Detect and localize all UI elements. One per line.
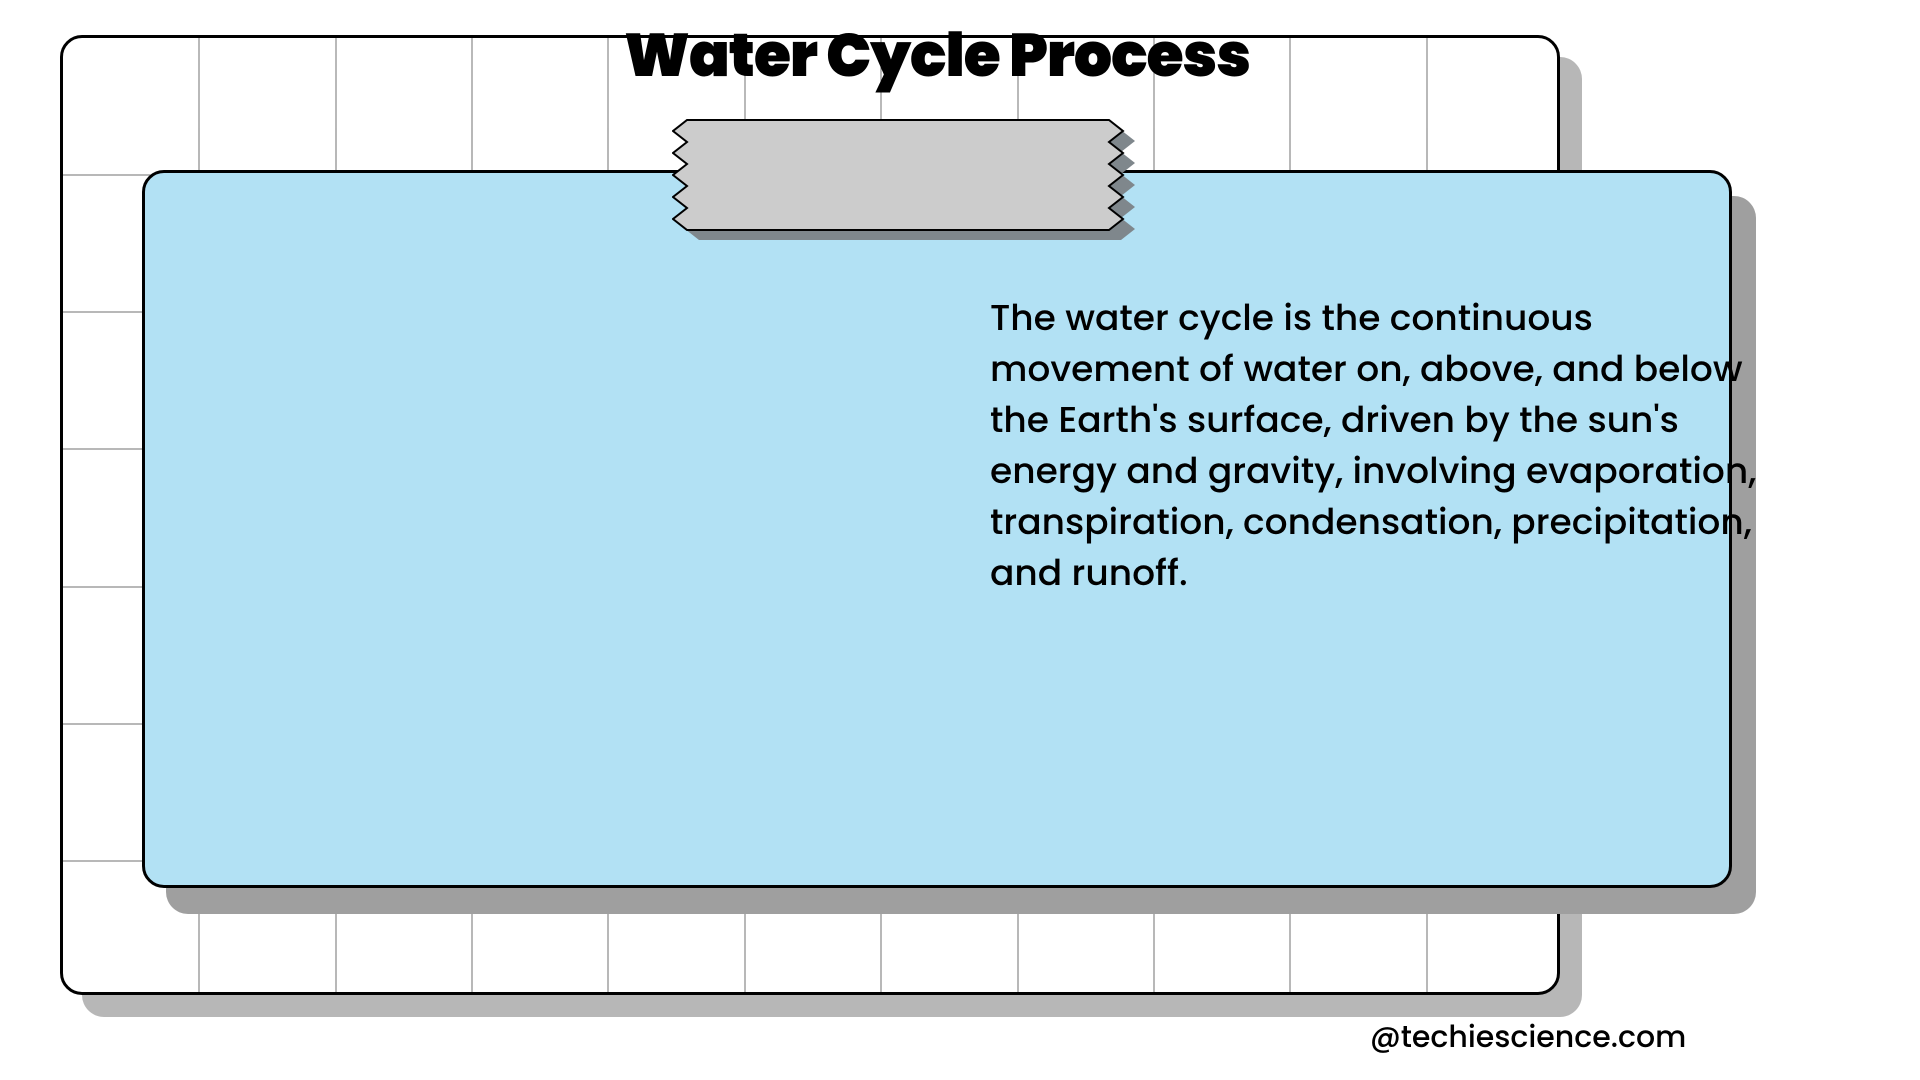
attribution-text: @techiescience.com xyxy=(1370,1014,1686,1060)
stage: Water Cycle Process The water cycle is t… xyxy=(0,0,1920,1080)
page-title: Water Cycle Process xyxy=(624,10,1250,100)
tape-icon xyxy=(672,119,1126,233)
description-text: The water cycle is the continuous moveme… xyxy=(990,292,1780,598)
